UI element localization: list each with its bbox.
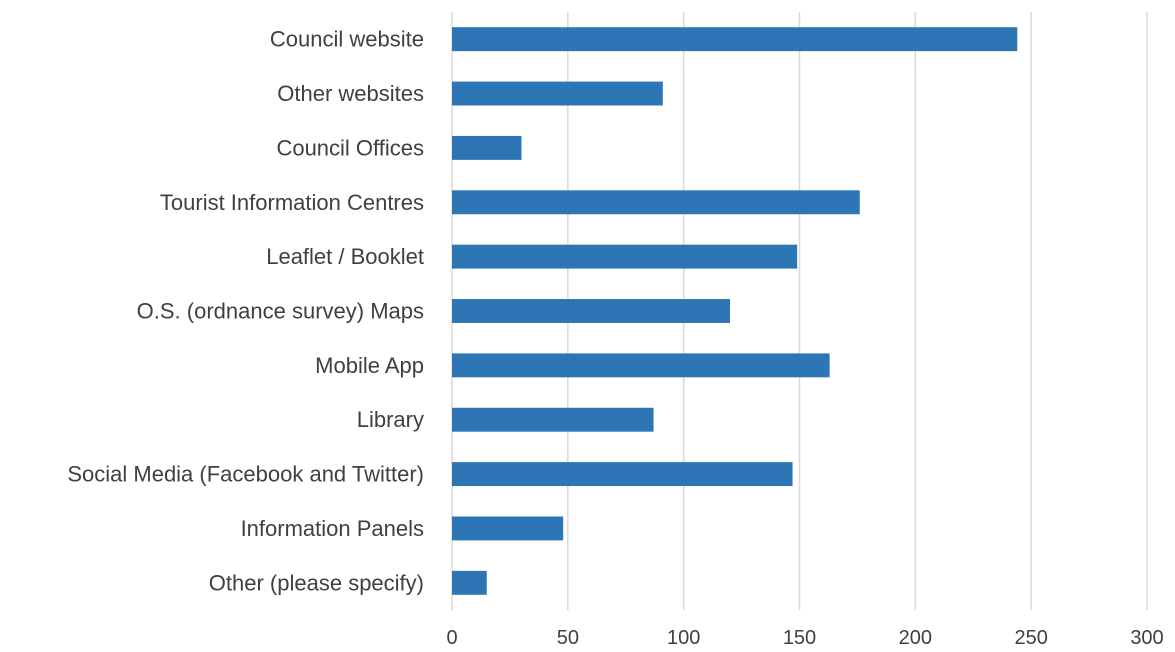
category-label: Council website (270, 27, 424, 52)
category-label: Mobile App (315, 353, 424, 378)
category-labels: Council website Other websites Council Off… (67, 27, 424, 596)
category-label: Other websites (277, 81, 424, 106)
x-tick-label: 250 (1014, 627, 1047, 649)
bar (452, 570, 487, 595)
category-label: Information Panels (241, 516, 424, 541)
category-label: Leaflet / Booklet (266, 244, 424, 269)
bar (452, 353, 830, 378)
bar (452, 27, 1018, 52)
x-tick-label: 300 (1130, 627, 1163, 649)
x-tick-label: 200 (899, 627, 932, 649)
category-label: Social Media (Facebook and Twitter) (67, 462, 424, 487)
bar (452, 81, 663, 106)
x-tick-label: 50 (557, 627, 579, 649)
x-tick-label: 0 (446, 627, 457, 649)
x-tick-label: 100 (667, 627, 700, 649)
bar (452, 190, 860, 215)
bar (452, 516, 564, 541)
bar (452, 462, 793, 487)
x-tick-label: 150 (783, 627, 816, 649)
category-label: Other (please specify) (209, 570, 424, 595)
category-label: Tourist Information Centres (160, 190, 424, 215)
bars (452, 27, 1018, 595)
category-label: O.S. (ordnance survey) Maps (137, 299, 424, 324)
bar (452, 407, 654, 432)
bar (452, 135, 522, 160)
category-label: Library (357, 407, 424, 432)
category-label: Council Offices (276, 135, 424, 160)
bar (452, 244, 798, 269)
x-axis-tick-labels: 0 50 100 150 200 250 300 (446, 627, 1163, 649)
bar (452, 299, 730, 323)
